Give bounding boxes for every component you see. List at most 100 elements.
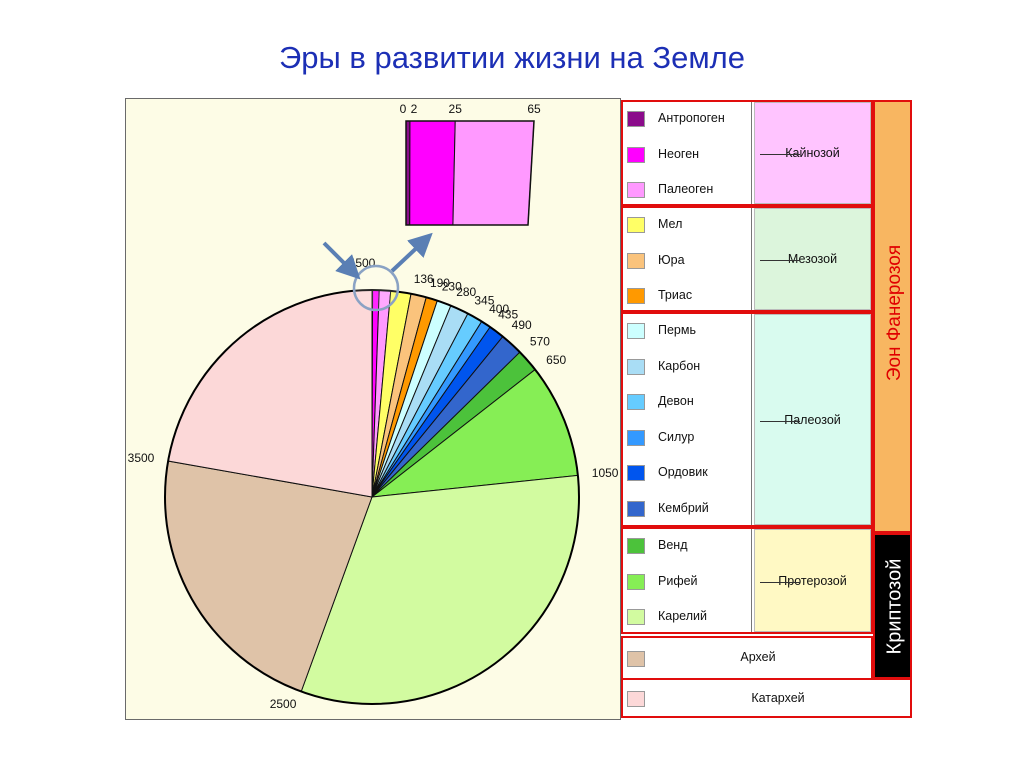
zoom-tick-label: 25 [449, 102, 463, 116]
legend-item: Венд [623, 529, 753, 563]
katarchean-label: Катархей [751, 691, 805, 705]
pie-tick-label: 435 [498, 308, 518, 322]
legend-item-label: Мел [658, 217, 683, 231]
zoom-tick-label: 2 [411, 102, 418, 116]
legend-item-label: Девон [658, 394, 694, 409]
pie-slices [164, 289, 580, 705]
legend-item: Силур [623, 421, 753, 455]
legend-item: Антропоген [623, 102, 753, 136]
legend-swatch [627, 288, 645, 305]
zoom-arrow-out [390, 232, 433, 273]
legend-item: Мел [623, 208, 753, 242]
pie-tick-label: 190 [430, 276, 450, 290]
legend-item: Пермь [623, 314, 753, 348]
legend-era-block: Палеозой Пермь Карбон Девон Силур Ордовик Кемб… [621, 312, 873, 527]
legend-swatch [627, 182, 645, 199]
pie-tick-label: 1050 [592, 466, 619, 480]
pie-tick-label: 570 [530, 335, 550, 349]
legend-swatch [627, 323, 645, 339]
era-connector [760, 154, 800, 155]
legend-item: Палеоген [623, 173, 753, 207]
pie-tick-label: 650 [546, 353, 566, 367]
legend-swatch [627, 252, 645, 269]
pie-tick-label: 3500 [128, 451, 155, 465]
era-bracket [751, 102, 752, 204]
page-title: Эры в развитии жизни на Земле [279, 40, 745, 75]
pie-tick-label: 136 [414, 272, 434, 286]
legend-item-label: Палеоген [658, 182, 714, 197]
legend: Кайнозой Антропоген Неоген Палеоген Мезозой М… [621, 98, 913, 720]
legend-item-label: Рифей [658, 573, 698, 588]
zoom-slice [409, 120, 456, 226]
legend-swatch [627, 538, 645, 554]
legend-item-label: Неоген [658, 146, 700, 161]
era-label: Мезозой [787, 252, 838, 266]
legend-item: Юра [623, 244, 753, 278]
legend-swatch [627, 429, 645, 446]
legend-item-label: Кембрий [658, 501, 709, 515]
legend-item: Кембрий [623, 492, 753, 526]
legend-katarchean-row: Катархей [621, 678, 912, 718]
legend-item: Ордовик [623, 456, 753, 490]
era-connector [760, 260, 800, 261]
era-bracket [751, 314, 752, 525]
legend-swatch [627, 501, 645, 517]
pie-tick-label: 490 [512, 318, 532, 332]
era-box: Мезозой [754, 208, 871, 310]
eon-phanerozoic: Эон Фанерозоя [873, 100, 912, 533]
zoom-tick-label: 65 [527, 102, 541, 116]
legend-era-block: Мезозой Мел Юра Триас [621, 206, 873, 312]
era-box: Протерозой [754, 529, 871, 632]
era-bracket [751, 529, 752, 632]
legend-item-label: Карелий [658, 609, 707, 624]
legend-item-label: Пермь [658, 323, 696, 337]
legend-item: Триас [623, 279, 753, 313]
legend-item-label: Ордовик [658, 465, 708, 480]
era-connector [760, 420, 800, 422]
pie-tick-label: 345 [474, 293, 494, 307]
legend-swatch [627, 394, 645, 411]
legend-era-block: Протерозой Венд Рифей Карелий [621, 527, 873, 634]
eon-phanerozoic-label: Эон Фанерозоя [884, 244, 905, 382]
legend-swatch [627, 651, 645, 667]
era-connector [760, 581, 800, 583]
pie-outline [164, 289, 580, 705]
pie-tick-label: 2500 [270, 697, 297, 711]
legend-swatch [627, 465, 645, 482]
pie-tick-label: 280 [456, 285, 476, 299]
legend-item-label: Карбон [658, 358, 701, 373]
legend-item-label: Триас [658, 288, 693, 303]
legend-swatch [627, 691, 645, 707]
legend-swatch [627, 217, 645, 233]
legend-swatch [627, 146, 645, 163]
archean-label: Архей [740, 650, 776, 664]
era-label: Кайнозой [785, 146, 840, 160]
pie-tick-labels: 4500136190230280345400435490570650105025… [128, 256, 619, 711]
pie-slice [167, 289, 373, 498]
pie-tick-label: 230 [442, 279, 462, 293]
zoom-arrow-in [322, 241, 361, 280]
eon-cryptozoic: Криптозой [873, 533, 912, 679]
legend-archean-row: Архей [621, 636, 873, 680]
legend-item: Рифей [623, 565, 753, 599]
zoom-tick-label: 0 [400, 102, 407, 116]
zoom-inset: 0 2 25 65 [400, 102, 541, 226]
legend-item: Карелий [623, 600, 753, 634]
legend-item: Карбон [623, 350, 753, 384]
legend-item: Неоген [623, 138, 753, 172]
eon-cryptozoic-label: Криптозой [883, 558, 906, 655]
legend-item-label: Антропоген [658, 111, 725, 125]
pie-chart: 4500136190230280345400435490570650105025… [128, 102, 619, 711]
era-bracket [751, 208, 752, 310]
legend-swatch [627, 358, 645, 375]
legend-item-label: Силур [658, 429, 695, 444]
era-label: Протерозой [778, 573, 847, 588]
zoom-frame [405, 120, 535, 226]
legend-item-label: Юра [658, 252, 685, 267]
legend-item: Девон [623, 385, 753, 419]
era-label: Палеозой [784, 412, 841, 427]
legend-swatch [627, 609, 645, 626]
legend-era-block: Кайнозой Антропоген Неоген Палеоген [621, 100, 873, 206]
legend-swatch [627, 111, 645, 127]
era-box: Кайнозой [754, 102, 871, 204]
